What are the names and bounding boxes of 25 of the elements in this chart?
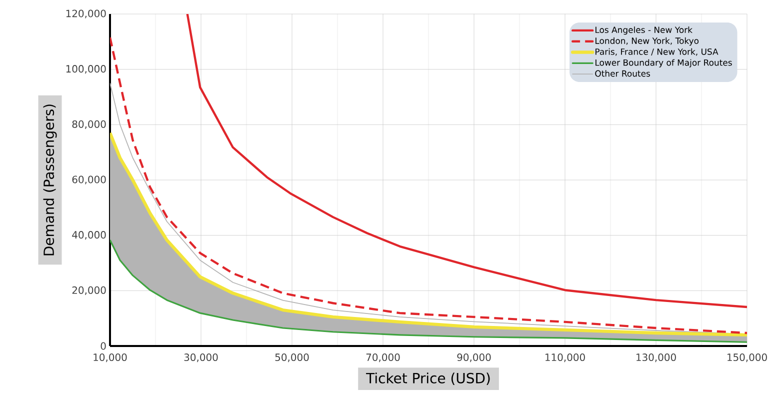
legend-label: London, New York, Tokyo bbox=[596, 37, 699, 46]
y-tick-label: 0 bbox=[100, 342, 106, 350]
y-tick-label: 100,000 bbox=[66, 65, 106, 74]
line-series bbox=[186, 14, 748, 308]
x-tick-label: 10,000 bbox=[94, 354, 127, 362]
legend-label: Other Routes bbox=[595, 70, 650, 77]
y-tick-label: 120,000 bbox=[66, 10, 106, 18]
x-tick-label: 50,000 bbox=[275, 354, 309, 362]
y-tick-label: 40,000 bbox=[72, 231, 106, 240]
x-tick-label: 130,000 bbox=[636, 354, 676, 362]
line-series bbox=[110, 36, 748, 334]
x-tick-label: 70,000 bbox=[366, 354, 400, 362]
y-axis-title: Demand (Passengers) bbox=[43, 104, 57, 256]
legend-label: Lower Boundary of Major Routes bbox=[596, 59, 732, 68]
legend-label: Los Angeles - New York bbox=[596, 26, 692, 35]
x-axis-title: Ticket Price (USD) bbox=[366, 372, 490, 386]
legend-label: Paris, France / New York, USA bbox=[596, 48, 718, 56]
x-tick-label: 110,000 bbox=[546, 354, 585, 362]
x-tick-label: 30,000 bbox=[184, 354, 218, 362]
y-tick-label: 20,000 bbox=[72, 286, 106, 295]
x-tick-label: 150,000 bbox=[728, 354, 767, 362]
y-tick-label: 80,000 bbox=[72, 120, 106, 129]
x-tick-label: 90,000 bbox=[457, 354, 491, 362]
y-tick-label: 60,000 bbox=[72, 176, 106, 184]
line-series bbox=[110, 239, 748, 343]
